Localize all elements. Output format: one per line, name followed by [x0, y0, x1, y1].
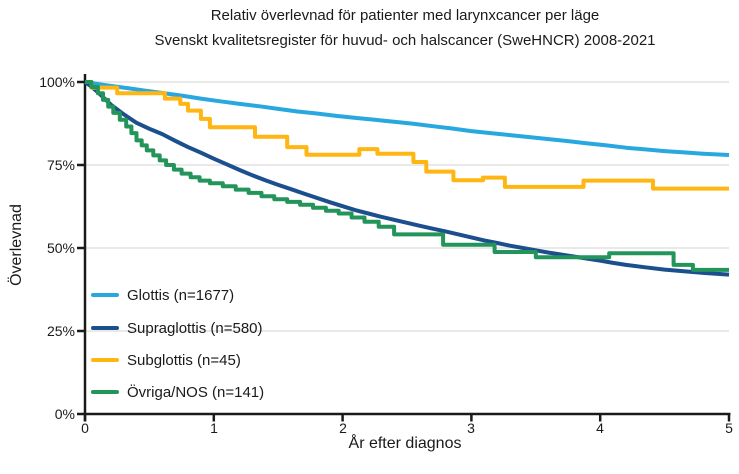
legend-swatch-supraglottis	[91, 326, 119, 330]
curve-supraglottis	[83, 80, 730, 277]
curve-glottis	[84, 80, 730, 157]
x-tick-label-2: 2	[339, 420, 347, 436]
y-tick-label-75: 75%	[46, 157, 75, 173]
legend-item-subglottis: Subglottis (n=45)	[91, 350, 241, 370]
y-tick-label-50: 50%	[46, 240, 75, 256]
chart-title: Relativ överlevnad för patienter med lar…	[210, 7, 600, 24]
chart-subtitle: Svenskt kvalitetsregister för huvud- och…	[154, 32, 656, 49]
legend-item-ovriga: Övriga/NOS (n=141)	[91, 382, 264, 402]
y-tick-label-25: 25%	[46, 323, 75, 339]
x-tick-label-1: 1	[210, 420, 218, 436]
x-tick-label-0: 0	[81, 420, 89, 436]
legend-label-ovriga: Övriga/NOS (n=141)	[127, 383, 265, 401]
x-tick-label-5: 5	[725, 420, 733, 436]
y-tick-label-0: 0%	[54, 406, 75, 422]
legend-item-glottis: Glottis (n=1677)	[91, 285, 234, 305]
legend-swatch-glottis	[91, 293, 119, 297]
x-axis-title: År efter diagnos	[348, 435, 462, 452]
y-tick-label-100: 100%	[39, 74, 75, 90]
curve-subglottis	[85, 80, 729, 191]
legend-label-subglottis: Subglottis (n=45)	[127, 351, 241, 369]
legend-item-supraglottis: Supraglottis (n=580)	[91, 318, 263, 338]
x-tick-label-4: 4	[596, 420, 604, 436]
legend-swatch-subglottis	[91, 358, 119, 362]
curve--vriga-nos	[85, 80, 729, 272]
legend-label-glottis: Glottis (n=1677)	[127, 286, 235, 304]
legend-label-supraglottis: Supraglottis (n=580)	[127, 319, 263, 337]
legend-swatch-ovriga	[91, 390, 119, 394]
x-tick-label-3: 3	[467, 420, 475, 436]
